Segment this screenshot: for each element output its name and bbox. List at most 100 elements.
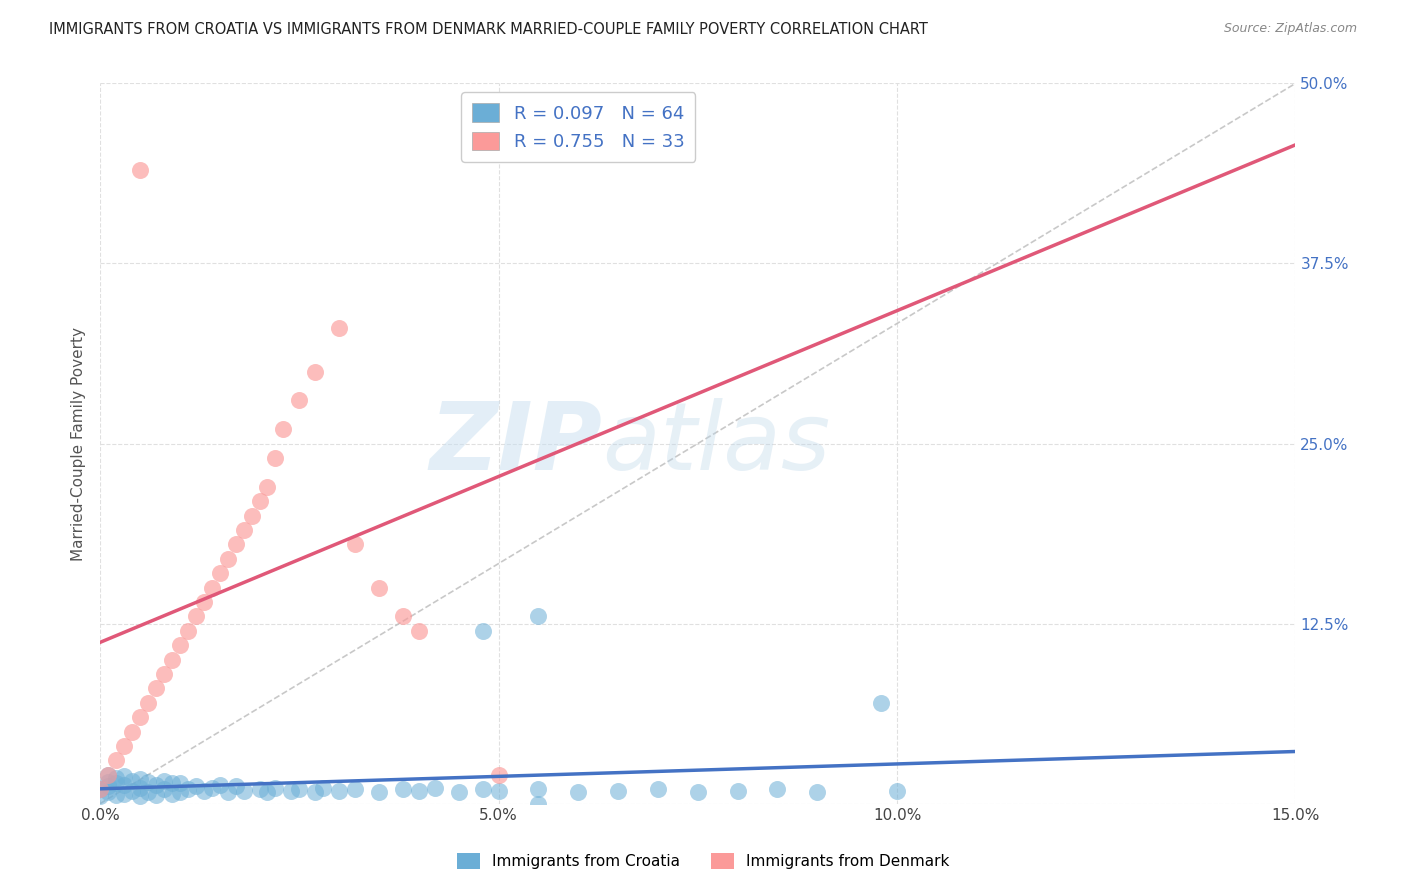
Point bbox=[208, 778, 231, 792]
Point bbox=[105, 771, 128, 785]
Point bbox=[870, 696, 893, 710]
Point bbox=[129, 710, 152, 724]
Point bbox=[97, 785, 120, 799]
Point bbox=[607, 783, 630, 797]
Point bbox=[328, 783, 350, 797]
Point bbox=[527, 609, 550, 624]
Point bbox=[89, 782, 111, 797]
Point bbox=[136, 696, 159, 710]
Point bbox=[97, 775, 120, 789]
Point bbox=[112, 739, 135, 753]
Point bbox=[112, 787, 135, 801]
Point bbox=[160, 776, 183, 790]
Point bbox=[344, 537, 367, 551]
Point bbox=[488, 768, 510, 782]
Point bbox=[488, 783, 510, 797]
Point bbox=[184, 780, 207, 794]
Point bbox=[423, 780, 446, 795]
Point bbox=[408, 624, 430, 638]
Point bbox=[193, 595, 215, 609]
Point bbox=[368, 581, 391, 595]
Point bbox=[121, 724, 143, 739]
Point bbox=[97, 780, 120, 794]
Point bbox=[208, 566, 231, 581]
Point bbox=[567, 785, 589, 799]
Point bbox=[256, 480, 278, 494]
Point bbox=[471, 782, 494, 797]
Point bbox=[344, 782, 367, 797]
Point bbox=[129, 780, 152, 795]
Point bbox=[201, 581, 224, 595]
Point bbox=[201, 780, 224, 795]
Point bbox=[97, 768, 120, 782]
Point bbox=[169, 638, 191, 652]
Point bbox=[280, 783, 302, 797]
Point bbox=[177, 782, 200, 797]
Point bbox=[408, 783, 430, 797]
Point bbox=[184, 609, 207, 624]
Point bbox=[232, 523, 254, 537]
Point bbox=[447, 785, 470, 799]
Point bbox=[217, 785, 239, 799]
Point bbox=[249, 782, 271, 797]
Point bbox=[249, 494, 271, 508]
Text: Source: ZipAtlas.com: Source: ZipAtlas.com bbox=[1223, 22, 1357, 36]
Point bbox=[121, 773, 143, 788]
Point bbox=[160, 652, 183, 666]
Point bbox=[105, 753, 128, 767]
Point bbox=[225, 780, 247, 794]
Point bbox=[264, 450, 287, 465]
Legend: R = 0.097   N = 64, R = 0.755   N = 33: R = 0.097 N = 64, R = 0.755 N = 33 bbox=[461, 93, 695, 161]
Point bbox=[288, 393, 311, 408]
Point bbox=[177, 624, 200, 638]
Point bbox=[153, 667, 176, 681]
Point bbox=[232, 783, 254, 797]
Point bbox=[240, 508, 263, 523]
Point bbox=[217, 551, 239, 566]
Text: atlas: atlas bbox=[602, 398, 831, 489]
Point bbox=[527, 797, 550, 811]
Point bbox=[471, 624, 494, 638]
Point bbox=[647, 782, 669, 797]
Y-axis label: Married-Couple Family Poverty: Married-Couple Family Poverty bbox=[72, 326, 86, 560]
Point bbox=[727, 783, 749, 797]
Point bbox=[304, 785, 326, 799]
Point bbox=[136, 775, 159, 789]
Point bbox=[145, 681, 167, 696]
Text: IMMIGRANTS FROM CROATIA VS IMMIGRANTS FROM DENMARK MARRIED-COUPLE FAMILY POVERTY: IMMIGRANTS FROM CROATIA VS IMMIGRANTS FR… bbox=[49, 22, 928, 37]
Point bbox=[368, 785, 391, 799]
Point bbox=[328, 321, 350, 335]
Point bbox=[304, 364, 326, 378]
Point bbox=[105, 788, 128, 802]
Point bbox=[766, 782, 789, 797]
Point bbox=[112, 769, 135, 783]
Point bbox=[129, 789, 152, 804]
Point bbox=[193, 783, 215, 797]
Legend: Immigrants from Croatia, Immigrants from Denmark: Immigrants from Croatia, Immigrants from… bbox=[451, 847, 955, 875]
Point bbox=[806, 785, 828, 799]
Point bbox=[145, 778, 167, 792]
Point bbox=[169, 776, 191, 790]
Point bbox=[145, 788, 167, 802]
Point bbox=[160, 787, 183, 801]
Point bbox=[225, 537, 247, 551]
Point bbox=[136, 785, 159, 799]
Point bbox=[129, 772, 152, 786]
Point bbox=[527, 782, 550, 797]
Point bbox=[886, 783, 908, 797]
Point bbox=[169, 785, 191, 799]
Point bbox=[392, 782, 415, 797]
Point bbox=[89, 782, 111, 797]
Point bbox=[686, 785, 709, 799]
Point bbox=[121, 783, 143, 797]
Point bbox=[153, 782, 176, 797]
Point bbox=[256, 785, 278, 799]
Point bbox=[97, 768, 120, 782]
Point bbox=[273, 422, 295, 436]
Point bbox=[288, 782, 311, 797]
Point bbox=[112, 778, 135, 792]
Point bbox=[312, 780, 335, 795]
Point bbox=[153, 773, 176, 788]
Text: ZIP: ZIP bbox=[429, 398, 602, 490]
Point bbox=[89, 789, 111, 804]
